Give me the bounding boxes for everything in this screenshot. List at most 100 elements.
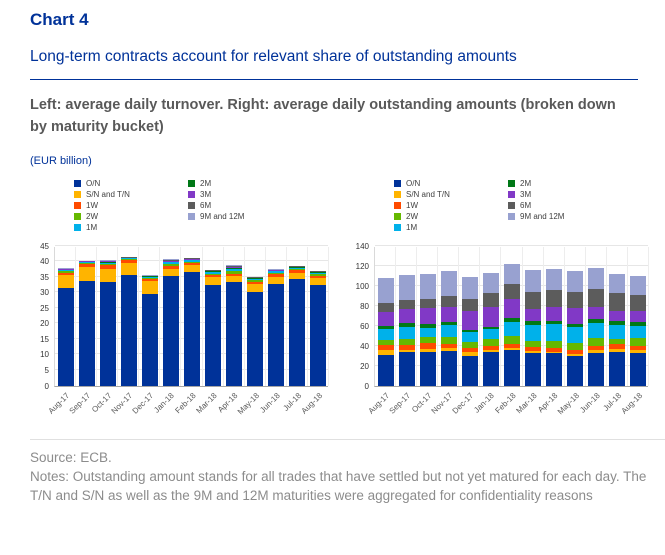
chart-report-page: Chart 4 Long-term contracts account for …	[30, 10, 665, 503]
y-axis-tick-label: 5	[44, 365, 49, 375]
legend-label: 2W	[86, 211, 98, 221]
bar-segment-3m	[205, 270, 222, 272]
legend-swatch	[188, 179, 195, 187]
bar-segment-1m	[162, 262, 179, 265]
bar-segment-2w	[630, 337, 647, 346]
bar-segment-o-n	[120, 275, 137, 386]
stacked-bar-feb-18	[504, 264, 520, 386]
legend-label: 2M	[200, 178, 212, 188]
legend-swatch	[508, 190, 515, 198]
bar-segment-1m	[398, 326, 415, 339]
gridline-horizontal	[55, 244, 328, 246]
stacked-bar-jan-18	[482, 273, 499, 386]
legend-item-6m: 6M	[188, 201, 244, 210]
x-axis-tick-label: May-18	[555, 390, 581, 416]
bar-segment-2w	[268, 272, 285, 275]
bar-segment-1w	[226, 273, 243, 277]
gridline-vertical	[201, 246, 203, 386]
bar-segment-3m	[289, 266, 306, 268]
bar-segment-o-n	[162, 276, 179, 386]
bar-segment-3m	[525, 308, 542, 321]
bar-segment-s-n-and-t-n	[588, 349, 605, 353]
bar-segment-1m	[78, 262, 95, 263]
legend-label: S/N and T/N	[406, 189, 450, 199]
bar-segment-1w	[588, 345, 605, 350]
legend-item-2m: 2M	[188, 179, 244, 188]
bar-segment-1m	[310, 272, 327, 275]
bar-segment-2w	[226, 271, 243, 274]
bar-segment-s-n-and-t-n	[525, 350, 542, 353]
bar-segment-2m	[482, 326, 499, 329]
gridline-vertical	[500, 246, 502, 386]
bar-segment-o-n	[268, 284, 285, 386]
gridline-vertical	[138, 246, 140, 386]
bar-segment-3m	[268, 270, 285, 271]
chart-number: Chart 4	[30, 10, 89, 29]
bar-segment-s-n-and-t-n	[419, 349, 436, 353]
bar-segment-1w	[482, 345, 499, 350]
stacked-bar-aug-17	[377, 277, 394, 386]
bar-segment-1m	[630, 325, 647, 338]
bar-segment-6m	[546, 290, 563, 307]
bar-segment-1w	[398, 344, 415, 350]
bar-segment-2w	[99, 263, 116, 266]
bar-segment-2w	[78, 262, 95, 265]
legend-swatch	[74, 212, 81, 220]
bar-segment-3m	[99, 261, 116, 263]
bar-segment-2w	[141, 277, 158, 280]
stacked-bar-apr-18	[226, 265, 243, 386]
bar-segment-3m	[398, 309, 415, 323]
turnover-plot-row: 0 5 10 15 20 25 30 35 40 45	[30, 242, 329, 391]
bar-segment-3m	[377, 312, 394, 326]
stacked-bar-dec-17	[141, 275, 158, 386]
x-axis-tick-label: Mar-18	[194, 390, 219, 415]
bar-segment-o-n	[588, 352, 605, 386]
x-axis-tick-label: Oct-17	[409, 390, 434, 414]
bar-segment-3m	[440, 306, 457, 322]
x-axis-tick-label: Jun-18	[258, 390, 282, 415]
legend-label: 1M	[86, 222, 98, 232]
stacked-bar-oct-17	[99, 260, 116, 386]
bar-segment-1m	[482, 328, 499, 339]
footer-divider	[30, 438, 665, 440]
gridline-vertical	[222, 246, 224, 386]
legend-label: 9M and 12M	[520, 211, 565, 221]
bar-segment-2m	[268, 270, 285, 272]
bar-segment-2w	[482, 338, 499, 346]
bar-segment-o-n	[567, 355, 584, 386]
bar-segment-2w	[289, 268, 306, 271]
bar-segment-1m	[588, 322, 605, 339]
bar-segment-3m	[504, 298, 520, 318]
bar-segment-3m	[588, 306, 605, 320]
stacked-bar-mar-18	[525, 270, 542, 386]
bar-segment-o-n	[310, 284, 327, 386]
x-axis-tick-label: Sep-17	[387, 390, 412, 416]
x-axis-tick-label: Jan-18	[472, 390, 497, 415]
bar-segment-s-n-and-t-n	[78, 267, 95, 281]
bar-segment-9m-and-12m	[440, 270, 457, 296]
legend-item-1w: 1W	[74, 201, 158, 210]
legend-item-2m: 2M	[508, 179, 564, 188]
bar-segment-s-n-and-t-n	[226, 276, 243, 282]
x-axis-tick-label: Aug-17	[366, 390, 391, 416]
bar-segment-2m	[184, 259, 200, 261]
legend-swatch	[74, 223, 81, 231]
bar-segment-s-n-and-t-n	[205, 277, 222, 285]
bar-segment-o-n	[461, 356, 478, 386]
x-axis-tick-label: Aug-18	[299, 390, 324, 416]
stacked-bar-mar-18	[205, 269, 222, 386]
bar-segment-s-n-and-t-n	[567, 353, 584, 356]
bar-segment-2w	[205, 273, 222, 276]
bar-segment-o-n	[99, 281, 116, 386]
bar-segment-2w	[310, 274, 327, 276]
bar-segment-1m	[205, 271, 222, 274]
outstanding-x-axis: Aug-17 Sep-17 Oct-17 Nov-17 Dec-17 Jan-18 Feb-…	[366, 387, 648, 433]
gridline-vertical	[563, 246, 565, 386]
bar-segment-o-n	[419, 352, 436, 386]
legend-label: 2W	[406, 211, 418, 221]
legend-item-1m: 1M	[394, 223, 478, 232]
gridline-vertical	[264, 246, 266, 386]
y-axis-tick-label: 45	[40, 241, 49, 251]
legend-item-s-n-and-t-n: S/N and T/N	[74, 190, 158, 199]
bar-segment-2m	[377, 325, 394, 329]
